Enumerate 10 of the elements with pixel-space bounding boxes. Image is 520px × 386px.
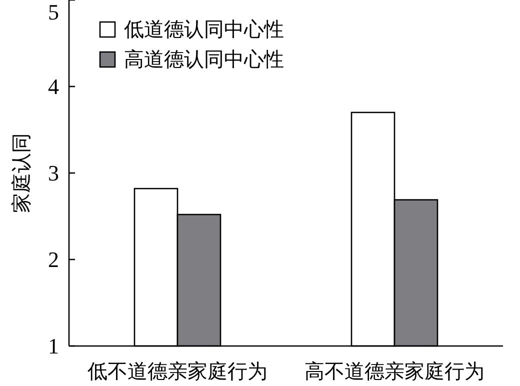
legend-label: 低道德认同中心性 bbox=[124, 19, 284, 41]
y-tick-label: 3 bbox=[48, 160, 59, 186]
legend-label: 高道德认同中心性 bbox=[124, 48, 284, 71]
y-tick-label: 5 bbox=[48, 0, 59, 24]
x-tick-label: 高不道德亲家庭行为 bbox=[304, 360, 484, 383]
y-tick-label: 4 bbox=[48, 74, 59, 99]
y-axis-title: 家庭认同 bbox=[11, 133, 33, 213]
x-tick-label: 低不道德亲家庭行为 bbox=[88, 361, 268, 383]
y-tick-label: 1 bbox=[48, 334, 59, 358]
y-tick-label: 2 bbox=[48, 247, 59, 272]
